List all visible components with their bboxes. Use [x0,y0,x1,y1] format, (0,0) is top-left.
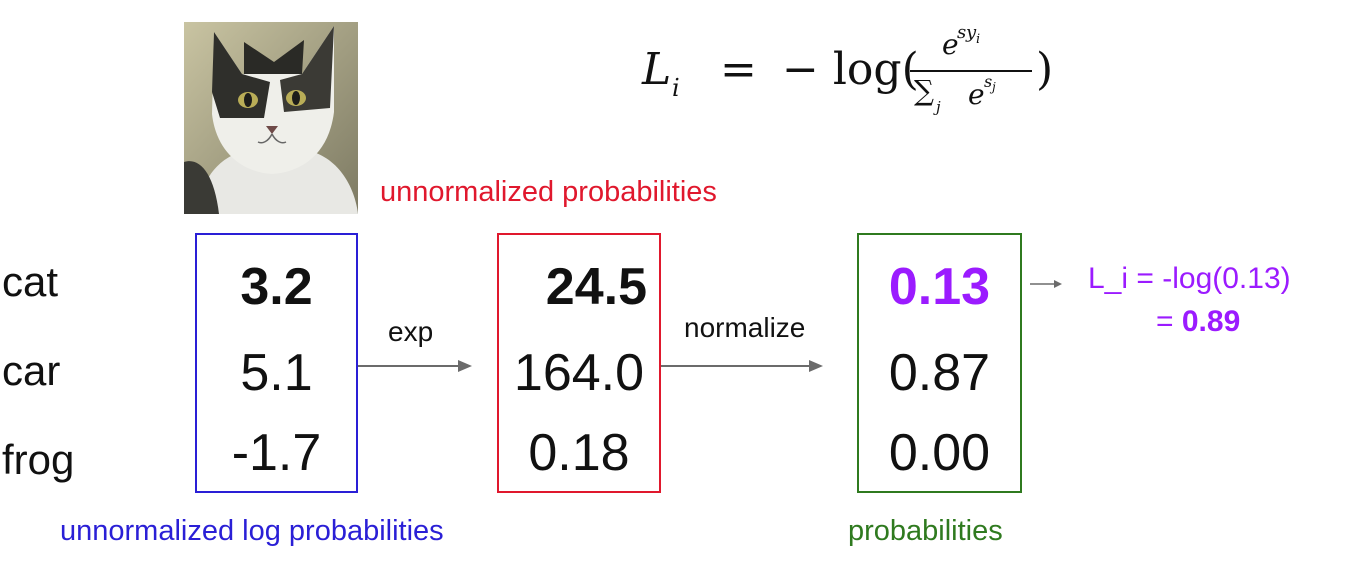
formula-denominator-base: e [968,78,985,111]
loss-line-2: = 0.89 [1156,305,1240,339]
class-label-car: car [2,347,61,394]
loss-line-1: L_i = -log(0.13) [1088,262,1291,295]
exp-cat: 24.5 [545,258,647,316]
formula-lhs-sub: i [672,74,680,102]
fraction-bar [910,70,1032,72]
loss-line-2-prefix: = [1156,305,1182,338]
prob-frog: 0.00 [888,424,991,482]
class-label-cat: cat [2,258,59,305]
prob-cat: 0.13 [888,258,991,316]
formula-equals: = [720,44,757,95]
normalize-arrow [661,360,823,372]
formula-denominator-exp: s [984,72,993,91]
formula-numerator-base: e [942,28,959,61]
loss-value: 0.89 [1181,305,1241,338]
formula-denominator-exp-sub: j [992,80,996,94]
softmax-loss-formula: L i = − log( e s y i ∑ j e s j ) [642,18,1062,128]
score-car: 5.1 [240,344,313,402]
formula-sum-sub: j [936,98,941,116]
class-label-frog: frog [2,436,75,483]
normalize-arrow-label: normalize [684,312,806,343]
scores-box: 3.2 5.1 -1.7 [195,233,358,493]
formula-close-paren: ) [1036,44,1054,95]
exp-frog: 0.18 [528,424,630,482]
prob-car: 0.87 [888,344,991,402]
cat-image [184,22,358,214]
caption-unnormalized-probabilities: unnormalized probabilities [380,176,717,208]
exp-arrow [358,360,472,372]
caption-probabilities: probabilities [848,515,1003,547]
exp-box: 24.5 164.0 0.18 [497,233,661,493]
formula-minus-log: − log( [782,44,919,95]
score-frog: -1.7 [231,424,322,482]
exp-car: 164.0 [513,344,645,402]
formula-numerator-exp-sub: y [966,22,977,43]
formula-numerator-exp-subsub: i [976,32,981,47]
score-cat: 3.2 [240,258,313,316]
formula-numerator-exp: s [957,22,967,43]
caption-unnormalized-log-probabilities: unnormalized log probabilities [60,515,444,547]
probabilities-box: 0.13 0.87 0.00 [857,233,1022,493]
formula-sum-symbol: ∑ [914,74,934,107]
loss-arrow [1030,280,1062,288]
exp-arrow-label: exp [388,316,434,347]
formula-lhs: L [642,44,672,95]
